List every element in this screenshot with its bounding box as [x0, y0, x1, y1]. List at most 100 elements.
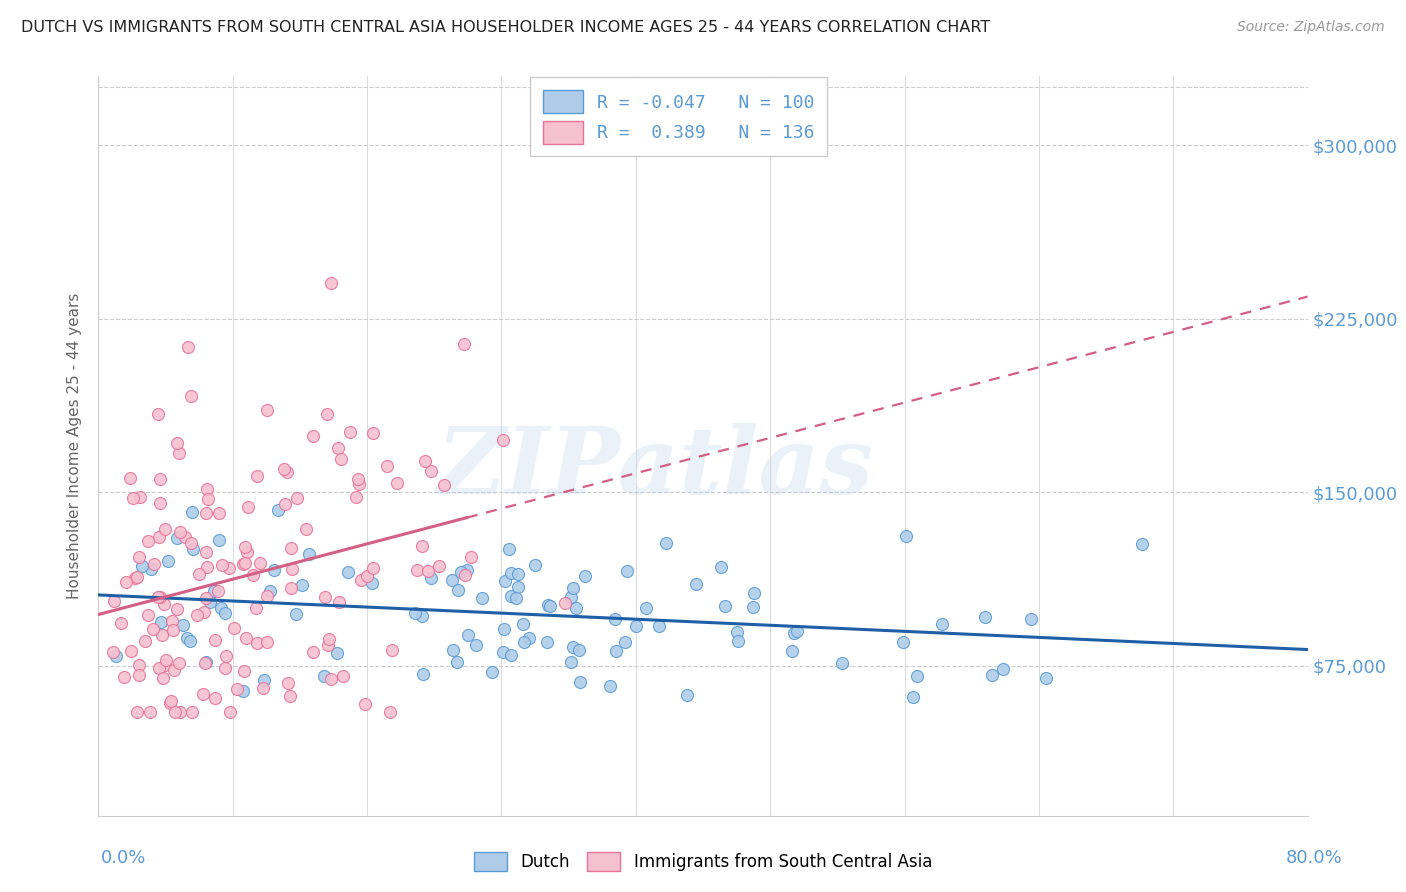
Text: Source: ZipAtlas.com: Source: ZipAtlas.com [1237, 20, 1385, 34]
Point [174, 530, 197, 544]
Point [194, 544, 217, 558]
Point [277, 675, 299, 690]
Point [349, 476, 371, 491]
Point [125, 570, 148, 584]
Point [319, 276, 342, 290]
Point [536, 635, 558, 649]
Point [204, 691, 226, 706]
Point [246, 636, 269, 650]
Point [517, 631, 540, 645]
Point [131, 558, 153, 573]
Point [991, 662, 1014, 676]
Point [139, 705, 162, 719]
Point [160, 694, 183, 708]
Point [166, 531, 188, 545]
Point [460, 549, 482, 564]
Point [112, 670, 135, 684]
Point [122, 491, 145, 506]
Point [232, 557, 254, 571]
Point [253, 673, 276, 688]
Point [233, 540, 256, 554]
Point [453, 337, 475, 351]
Point [214, 660, 236, 674]
Point [179, 633, 201, 648]
Legend: Dutch, Immigrants from South Central Asia: Dutch, Immigrants from South Central Asi… [465, 843, 941, 880]
Point [167, 657, 190, 671]
Point [312, 669, 335, 683]
Point [124, 571, 146, 585]
Point [263, 563, 285, 577]
Point [330, 452, 353, 467]
Point [714, 599, 737, 613]
Point [128, 667, 150, 681]
Point [209, 600, 232, 615]
Point [505, 591, 527, 605]
Point [361, 425, 384, 440]
Point [274, 497, 297, 511]
Point [285, 607, 308, 621]
Point [215, 649, 238, 664]
Text: 80.0%: 80.0% [1286, 849, 1343, 867]
Point [727, 634, 749, 648]
Point [616, 565, 638, 579]
Point [167, 446, 190, 460]
Point [110, 615, 132, 630]
Point [245, 601, 267, 615]
Point [276, 465, 298, 479]
Point [465, 638, 488, 652]
Point [492, 644, 515, 658]
Point [375, 458, 398, 473]
Point [498, 542, 520, 557]
Point [169, 524, 191, 539]
Point [891, 635, 914, 649]
Point [562, 582, 585, 596]
Point [361, 561, 384, 575]
Point [233, 664, 256, 678]
Point [200, 595, 222, 609]
Point [180, 505, 202, 519]
Point [314, 591, 336, 605]
Point [328, 595, 350, 609]
Point [281, 562, 304, 576]
Point [186, 607, 208, 622]
Point [636, 600, 658, 615]
Point [218, 561, 240, 575]
Point [176, 631, 198, 645]
Point [211, 558, 233, 573]
Point [786, 624, 808, 639]
Point [512, 616, 534, 631]
Point [433, 478, 456, 492]
Point [235, 632, 257, 646]
Point [207, 506, 229, 520]
Point [128, 549, 150, 564]
Point [319, 672, 342, 686]
Point [568, 643, 591, 657]
Point [562, 640, 585, 654]
Point [181, 705, 204, 719]
Point [181, 541, 204, 556]
Point [195, 506, 218, 520]
Point [278, 689, 301, 703]
Point [416, 565, 439, 579]
Y-axis label: Householder Income Ages 25 - 44 years: Householder Income Ages 25 - 44 years [66, 293, 82, 599]
Point [501, 566, 523, 581]
Point [256, 589, 278, 603]
Point [259, 584, 281, 599]
Point [267, 503, 290, 517]
Point [252, 681, 274, 695]
Point [115, 575, 138, 590]
Point [491, 433, 513, 447]
Point [134, 634, 156, 648]
Point [411, 539, 433, 553]
Point [172, 618, 194, 632]
Point [524, 558, 547, 573]
Text: DUTCH VS IMMIGRANTS FROM SOUTH CENTRAL ASIA HOUSEHOLDER INCOME AGES 25 - 44 YEAR: DUTCH VS IMMIGRANTS FROM SOUTH CENTRAL A… [21, 20, 990, 35]
Point [136, 607, 159, 622]
Point [427, 558, 450, 573]
Point [302, 428, 325, 442]
Point [780, 643, 803, 657]
Point [537, 598, 560, 612]
Point [339, 425, 361, 439]
Point [406, 563, 429, 577]
Point [344, 490, 367, 504]
